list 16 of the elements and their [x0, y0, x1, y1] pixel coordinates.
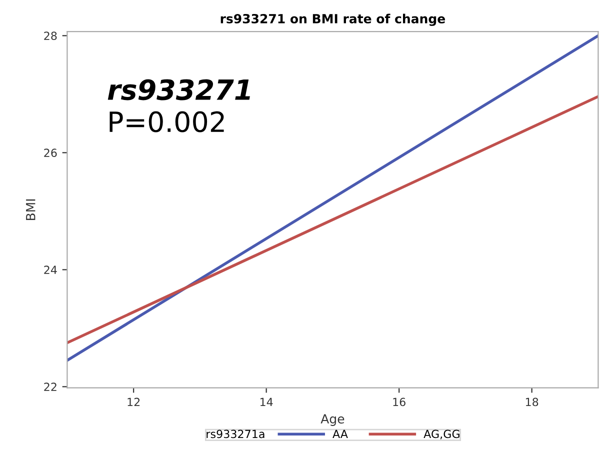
annotation: P=0.002	[110, 111, 224, 132]
x-tick-label: 12	[128, 398, 140, 406]
y-tick-label: 26	[44, 148, 57, 158]
legend-label: AG,GG	[424, 430, 460, 440]
chart-title: rs933271 on BMI rate of change	[220, 14, 445, 26]
y-tick-label: 28	[44, 32, 57, 40]
y-axis-title: BMI	[26, 199, 36, 220]
x-tick-label: 16	[393, 398, 406, 406]
annotation: rs933271	[108, 79, 250, 100]
y-tick-label: 24	[44, 266, 57, 274]
x-tick-label: 14	[260, 398, 273, 406]
y-tick-label: 22	[44, 382, 56, 391]
legend-title: rs933271a	[206, 430, 264, 438]
legend-label: AA	[332, 430, 348, 438]
x-tick-label: 18	[526, 398, 538, 406]
x-axis-title: Age	[320, 414, 344, 426]
